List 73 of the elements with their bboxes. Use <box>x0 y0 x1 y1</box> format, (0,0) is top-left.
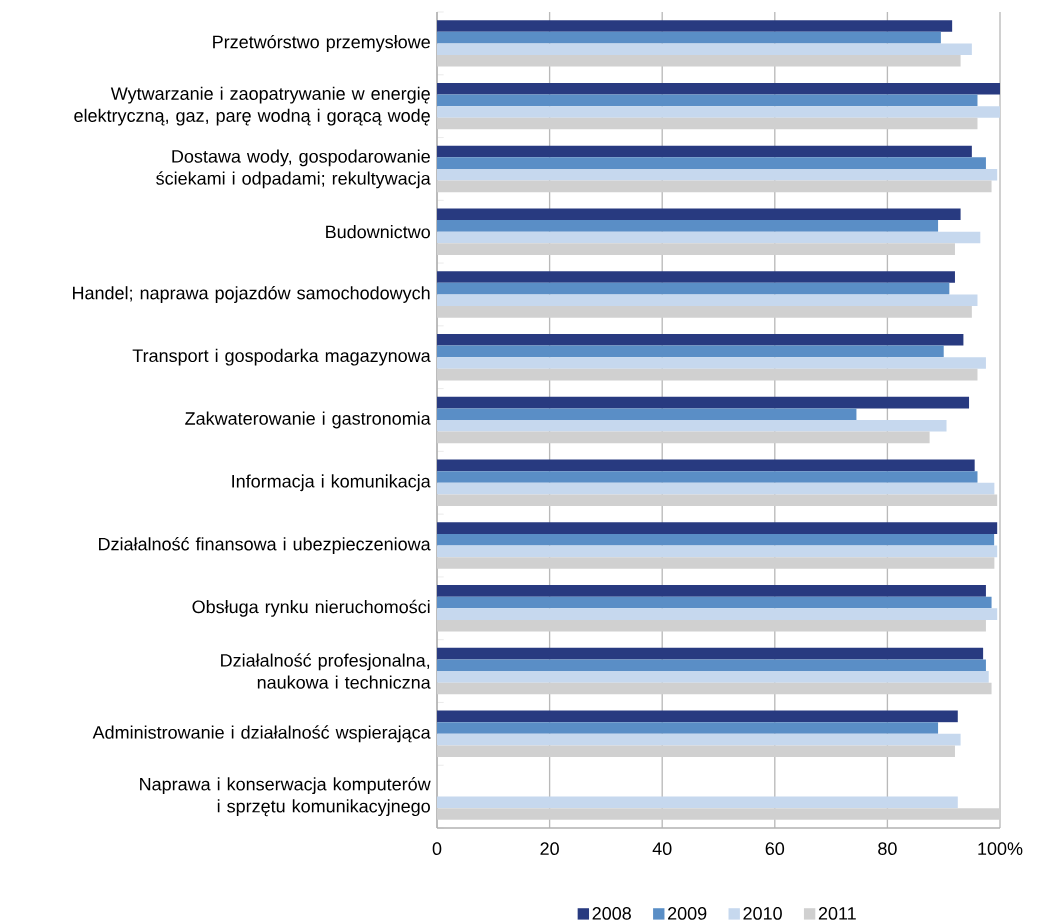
legend-label: 2009 <box>668 907 707 920</box>
bar <box>437 682 992 695</box>
bar <box>437 545 998 558</box>
legend-label: 2010 <box>743 907 782 920</box>
bar <box>437 54 961 67</box>
bar <box>437 345 944 358</box>
y-tick-label: Informacja i komunikacja <box>232 474 431 492</box>
bar <box>437 420 947 432</box>
bar <box>437 808 1001 820</box>
bar <box>437 745 955 758</box>
x-tick-label: 40 <box>652 842 672 855</box>
x-tick-label: 80 <box>878 842 897 855</box>
bar <box>437 31 941 44</box>
bar <box>437 671 989 683</box>
bar <box>437 334 964 346</box>
y-tick-label: Zakwaterowanie i gastronomia <box>185 411 431 429</box>
bar <box>437 733 961 746</box>
bar <box>437 231 981 244</box>
y-tick-label: Dostawa wody, gospodarowanie ściekami i odpadami; rekultywacja <box>156 149 431 189</box>
bar <box>437 368 978 381</box>
bar <box>437 180 992 193</box>
bar <box>437 157 986 169</box>
bar <box>437 243 955 255</box>
bar <box>437 585 986 597</box>
y-tick-label: Działalność finansowa i ubezpieczeniowa <box>99 537 431 555</box>
x-tick-label: 60 <box>765 842 785 855</box>
bar <box>437 722 939 734</box>
bar <box>437 710 958 723</box>
bar <box>437 271 955 283</box>
bar <box>437 43 972 55</box>
bar <box>437 396 970 409</box>
bar <box>437 522 998 534</box>
bar <box>437 608 998 620</box>
bar <box>437 459 975 472</box>
bar <box>437 20 953 32</box>
bar <box>437 208 961 221</box>
y-tick-label: Administrowanie i działalność wspierająca <box>92 725 431 743</box>
bar <box>437 94 978 107</box>
bar <box>437 220 939 232</box>
bar <box>437 357 986 369</box>
x-tick-label: 20 <box>540 842 559 855</box>
bar <box>437 168 998 181</box>
x-tick-label: 0 <box>432 842 442 855</box>
legend-label: 2011 <box>818 907 856 920</box>
y-tick-label: Obsługa rynku nieruchomości <box>192 599 430 617</box>
bar <box>437 408 857 420</box>
y-tick-label: Wytwarzanie i zaopatrywanie w energię elektryczną, gaz, parę wodną i gorącą wodę <box>74 86 430 126</box>
bar <box>437 431 930 444</box>
bar <box>437 294 978 307</box>
y-tick-label: Naprawa i konserwacja komputerów i sprzętu komunikacyjnego <box>140 777 431 817</box>
bar <box>437 145 972 158</box>
bar <box>437 82 1001 95</box>
bar <box>437 494 998 506</box>
bar <box>437 471 978 483</box>
bar <box>437 796 958 809</box>
y-tick-label: Działalność profesjonalna, naukowa i techniczna <box>221 653 431 689</box>
bar <box>437 619 986 632</box>
legend-label: 2008 <box>592 907 631 920</box>
y-tick-label: Budownictwo <box>326 225 430 239</box>
bar <box>437 533 995 546</box>
bar <box>437 647 984 660</box>
x-tick-label: 100% <box>978 842 1023 855</box>
bar <box>437 482 995 495</box>
bar <box>437 596 992 609</box>
bar <box>437 117 978 130</box>
y-tick-label: Handel; naprawa pojazdów samochodowych <box>73 285 430 303</box>
bar <box>437 282 950 295</box>
bar <box>437 106 1001 118</box>
bar <box>437 659 986 672</box>
bar <box>437 306 972 318</box>
y-tick-label: Przetwórstwo przemysłowe <box>213 34 430 52</box>
bar <box>437 557 995 569</box>
y-tick-label: Transport i gospodarka magazynowa <box>132 348 431 366</box>
